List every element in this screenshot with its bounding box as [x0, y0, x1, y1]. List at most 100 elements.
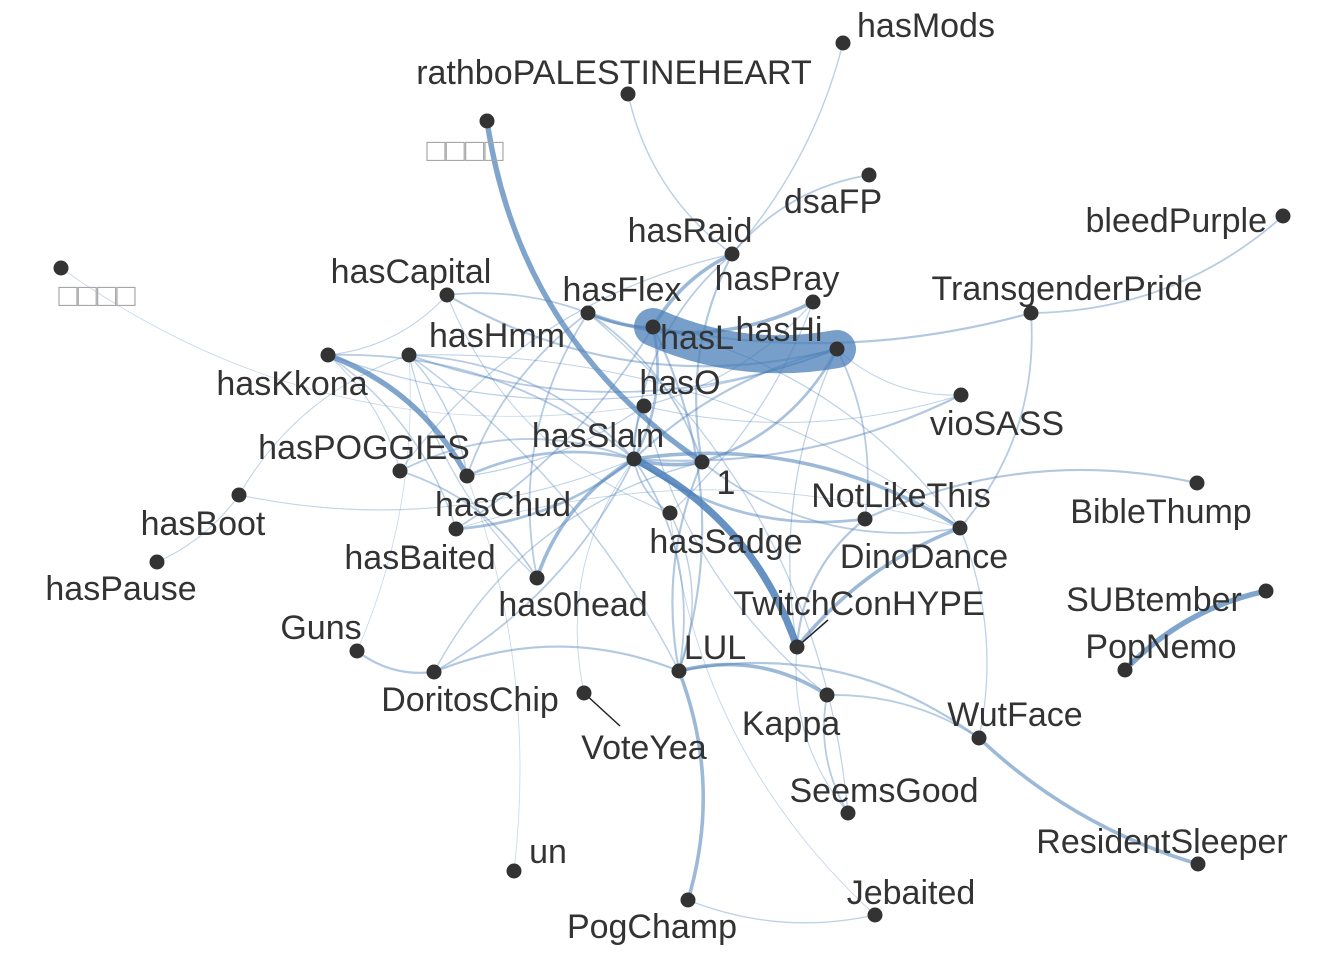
edge-twitchconhype-dinodance: [795, 526, 962, 649]
node-haspause: [149, 554, 165, 570]
edge-haskkona-haspoggies: [327, 354, 401, 472]
node-label-viosass: vioSASS: [930, 405, 1064, 443]
node-label-hasboot: hasBoot: [141, 505, 266, 543]
edge-hascapital-hashi: [445, 293, 839, 368]
edge-guns-doritoschip: [355, 649, 436, 674]
edge-doritoschip-hasslam: [433, 458, 635, 673]
node-label-haspray: hasPray: [715, 260, 840, 298]
edge-lul-hasl: [651, 325, 704, 673]
node-label-subtember: SUBtember: [1066, 581, 1242, 619]
node-wutface: [971, 730, 987, 746]
node-label-notlikethis: NotLikeThis: [811, 477, 991, 515]
node-residentsleeper: [1190, 856, 1206, 872]
node-label-seemsgood: SeemsGood: [790, 772, 979, 810]
edge-hasflex-has0head: [528, 312, 589, 579]
node-haskkona: [320, 347, 336, 363]
edge-glyph1-one: [484, 118, 705, 465]
node-label-glyph1: □□□□: [426, 132, 504, 168]
edge-transgenderpride-bleedpurple: [1030, 215, 1284, 314]
edge-hashmm-hashi: [408, 348, 838, 393]
node-hasbaited: [448, 521, 464, 537]
node-rathbo: [620, 86, 636, 102]
edge-haspoggies-hasraid: [399, 253, 733, 472]
node-label-hascapital: hasCapital: [331, 253, 492, 291]
node-notlikethis: [857, 511, 873, 527]
edge-transgenderpride-dinodance: [959, 312, 1033, 529]
node-haschud: [459, 468, 475, 484]
edge-hasflex-hascapital: [446, 292, 589, 314]
edge-lul-kappa: [677, 662, 829, 697]
edge-guns-hashmm: [356, 354, 411, 652]
node-label-haspoggies: hasPOGGIES: [258, 429, 470, 467]
edge-hasslam-hasl: [632, 325, 659, 461]
edge-voteyea-hasslam: [576, 458, 635, 694]
edge-one-hasflex: [587, 312, 703, 463]
node-label-dsafp: dsaFP: [784, 183, 882, 221]
node-lul: [671, 663, 687, 679]
node-un: [506, 863, 522, 879]
edge-lul-pogchamp: [677, 669, 706, 902]
node-label-glyph2: □□□□: [58, 277, 136, 313]
node-label-haschud: hasChud: [435, 486, 571, 524]
node-label-voteyea: VoteYea: [581, 729, 707, 767]
edge-hasboot-haspause: [156, 494, 240, 563]
edge-hasl-hashi: [634, 308, 856, 374]
node-hashi: [829, 341, 845, 357]
edge-lul-wutface: [677, 661, 981, 740]
node-label-hasraid: hasRaid: [628, 212, 753, 250]
edges-layer: [60, 42, 1284, 924]
node-voteyea: [576, 685, 592, 701]
edge-hasl-transgenderpride: [651, 311, 1033, 345]
edge-glyph2-haso: [60, 267, 645, 417]
edge-hasbaited-hasl: [455, 326, 654, 530]
edge-hascapital-haskkona: [327, 294, 448, 356]
edge-kappa-wutface: [826, 694, 980, 739]
edge-hasraid-hasmods: [731, 42, 844, 255]
edge-haspray-hassadge: [669, 301, 814, 514]
node-hasslam: [626, 451, 642, 467]
edge-hashmm-haschud: [408, 354, 468, 477]
edge-haskkona-hashi: [327, 348, 838, 401]
node-label-rathbo: rathboPALESTINEHEART: [416, 54, 812, 92]
edge-hasslam-dinodance: [632, 451, 962, 530]
node-kappa: [819, 687, 835, 703]
edge-pogchamp-jebaited: [687, 899, 876, 924]
node-seemsgood: [840, 805, 856, 821]
node-jebaited: [867, 907, 883, 923]
node-hassadge: [662, 505, 678, 521]
edge-haso-haspray: [643, 301, 814, 407]
labels-layer: hasMods rathboPALESTINEHEART □□□□ dsaFP blee…: [45, 7, 1287, 946]
node-label-hasflex: hasFlex: [562, 271, 681, 309]
node-label-hasslam: hasSlam: [532, 417, 664, 455]
edge-hasslam-haschud: [465, 450, 636, 478]
node-label-kappa: Kappa: [742, 705, 840, 743]
edge-hasl-hasraid: [651, 252, 734, 329]
edge-hasbaited-haskkona: [327, 354, 457, 530]
label-pointer-voteyea: [583, 692, 621, 727]
node-viosass: [953, 387, 969, 403]
node-label-biblethump: BibleThump: [1070, 493, 1251, 531]
node-label-bleedpurple: bleedPurple: [1086, 202, 1267, 240]
node-label-haso: hasO: [639, 364, 720, 402]
edge-lul-hassadge: [669, 512, 693, 672]
edge-hasslam-hashi: [632, 347, 839, 461]
node-dinodance: [952, 520, 968, 536]
edge-jebaited-hassadge: [669, 512, 876, 916]
nodes-layer: [53, 35, 1291, 923]
node-label-twitchconhype: TwitchConHYPE: [733, 585, 984, 623]
edge-hasflex-haschud: [466, 312, 589, 477]
edge-hasslam-twitchconhype: [630, 455, 801, 651]
node-biblethump: [1189, 475, 1205, 491]
edge-has0head-hashmm: [408, 354, 538, 579]
node-bleedpurple: [1275, 208, 1291, 224]
node-label-wutface: WutFace: [947, 696, 1082, 734]
node-label-hassadge: hasSadge: [649, 523, 802, 561]
node-label-doritoschip: DoritosChip: [381, 681, 559, 719]
node-label-dinodance: DinoDance: [840, 538, 1008, 576]
edge-hasslam-hasbaited: [454, 457, 636, 531]
node-glyph2: [53, 260, 69, 276]
edge-haspoggies-has0head: [399, 470, 538, 579]
node-hasmods: [835, 35, 851, 51]
node-label-one: 1: [717, 464, 736, 502]
